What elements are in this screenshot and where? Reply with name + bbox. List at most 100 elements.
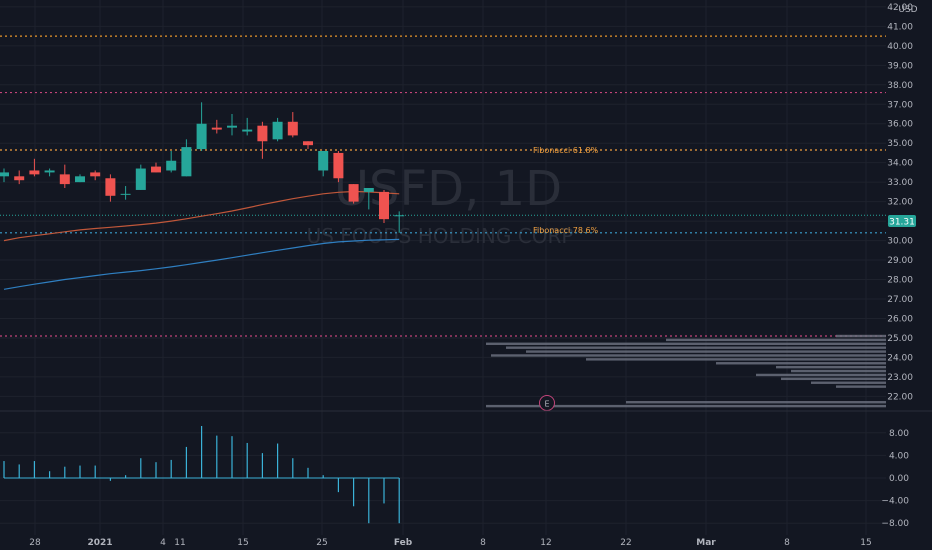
candle[interactable]: [120, 186, 131, 200]
volume-profile-bar: [756, 373, 886, 377]
current-price-badge: 31.31: [888, 215, 916, 228]
earnings-marker-label: E: [544, 400, 549, 409]
oscillator-tick-label: −8.00: [881, 519, 909, 529]
candle[interactable]: [318, 151, 329, 177]
time-tick-label: 4: [160, 538, 166, 548]
volume-profile-bar: [776, 365, 886, 369]
oscillator-tick-label: 4.00: [889, 451, 909, 461]
grid: [0, 0, 886, 535]
candle-body: [287, 121, 298, 136]
price-tick-label: 26.00: [887, 314, 913, 324]
candle-body: [363, 188, 374, 192]
candle-body: [333, 152, 344, 179]
candle-body: [166, 160, 177, 171]
candle[interactable]: [59, 164, 70, 188]
candle[interactable]: [379, 189, 389, 224]
candle[interactable]: [257, 121, 268, 159]
price-tick-label: 37.00: [887, 100, 913, 110]
price-tick-label: 40.00: [887, 42, 913, 52]
volume-profile-bar: [486, 404, 886, 408]
volume-profile-bar: [781, 377, 886, 381]
candle[interactable]: [196, 102, 207, 151]
time-tick-label: 22: [620, 538, 631, 548]
candle[interactable]: [135, 164, 146, 190]
candle[interactable]: [29, 158, 40, 177]
time-tick-label: 2021: [87, 538, 112, 548]
candle-body: [151, 166, 161, 173]
volume-profile-bar: [626, 401, 886, 404]
watermark-name: US FOODS HOLDING CORP: [307, 224, 574, 248]
candle-body: [90, 172, 101, 177]
candle[interactable]: [14, 170, 25, 185]
candle[interactable]: [166, 151, 177, 173]
price-tick-label: 23.00: [887, 373, 913, 383]
candle[interactable]: [287, 112, 298, 138]
volume-profile-bar: [526, 350, 886, 353]
fib-786-label: Fibonacci 78.6%: [533, 226, 599, 235]
watermark: USFD, 1D US FOODS HOLDING CORP: [307, 161, 574, 248]
candle[interactable]: [0, 168, 9, 183]
candle-body: [242, 129, 253, 132]
volume-profile-bar: [586, 358, 886, 361]
oscillator-axis: 8.00 4.00 0.00 −4.00 −8.00: [881, 429, 909, 529]
price-tick-label: 35.00: [887, 139, 913, 149]
volume-profile-bar: [486, 342, 886, 345]
candle[interactable]: [227, 114, 237, 136]
candle[interactable]: [151, 162, 161, 173]
price-tick-label: 30.00: [887, 237, 913, 247]
volume-profile-bar: [666, 338, 886, 342]
time-tick-label: 15: [860, 538, 871, 548]
candle[interactable]: [394, 211, 405, 233]
candle[interactable]: [44, 168, 55, 177]
candle-body: [348, 184, 359, 202]
volume-profile-bar: [811, 381, 886, 384]
candle-body: [181, 147, 192, 177]
candle-body: [29, 170, 40, 175]
candle[interactable]: [211, 119, 222, 134]
oscillator-tick-label: −4.00: [881, 497, 909, 507]
candle[interactable]: [348, 184, 359, 204]
price-tick-label: 33.00: [887, 178, 913, 188]
candle-body: [303, 141, 313, 146]
volume-profile-bar: [836, 385, 886, 388]
candle-body: [120, 193, 131, 195]
candle[interactable]: [363, 188, 374, 210]
candle-body: [44, 170, 55, 173]
candle-body: [318, 151, 329, 171]
candle[interactable]: [242, 117, 253, 136]
candle-body: [59, 174, 70, 185]
candle-body: [394, 215, 405, 217]
oscillator-tick-label: 0.00: [889, 474, 909, 484]
time-tick-label: 15: [237, 538, 248, 548]
candle-body: [227, 125, 237, 128]
price-tick-label: 38.00: [887, 81, 913, 91]
candle-body: [105, 178, 116, 196]
volume-profile-bar: [716, 362, 886, 365]
candle[interactable]: [75, 174, 85, 183]
candle[interactable]: [90, 170, 101, 181]
candle[interactable]: [303, 141, 313, 150]
volume-profile-bar: [791, 369, 886, 373]
candle[interactable]: [105, 174, 116, 202]
time-tick-label: 25: [316, 538, 327, 548]
fib-labels: Fibonacci 61.8% Fibonacci 78.6%: [533, 146, 599, 235]
price-tick-label: 22.00: [887, 392, 913, 402]
earnings-marker[interactable]: E: [539, 395, 555, 411]
fib-618-label: Fibonacci 61.8%: [533, 146, 599, 155]
time-tick-label: 28: [29, 538, 41, 548]
price-tick-label: 41.00: [887, 22, 913, 32]
oscillator-tick-label: 8.00: [889, 429, 909, 439]
price-tick-label: 27.00: [887, 295, 913, 305]
candle[interactable]: [272, 117, 283, 142]
price-tick-label: 29.00: [887, 256, 913, 266]
time-tick-label: 12: [540, 538, 551, 548]
candle[interactable]: [333, 151, 344, 183]
candle-body: [0, 172, 9, 177]
price-axis: 22.00 23.00 24.00 25.00 26.00 27.00 28.00 29.00…: [887, 3, 913, 402]
candle-body: [379, 191, 389, 220]
candle[interactable]: [181, 139, 192, 177]
price-tick-label: 39.00: [887, 61, 913, 71]
time-tick-label: 8: [784, 538, 790, 548]
price-tick-label: 36.00: [887, 120, 913, 130]
